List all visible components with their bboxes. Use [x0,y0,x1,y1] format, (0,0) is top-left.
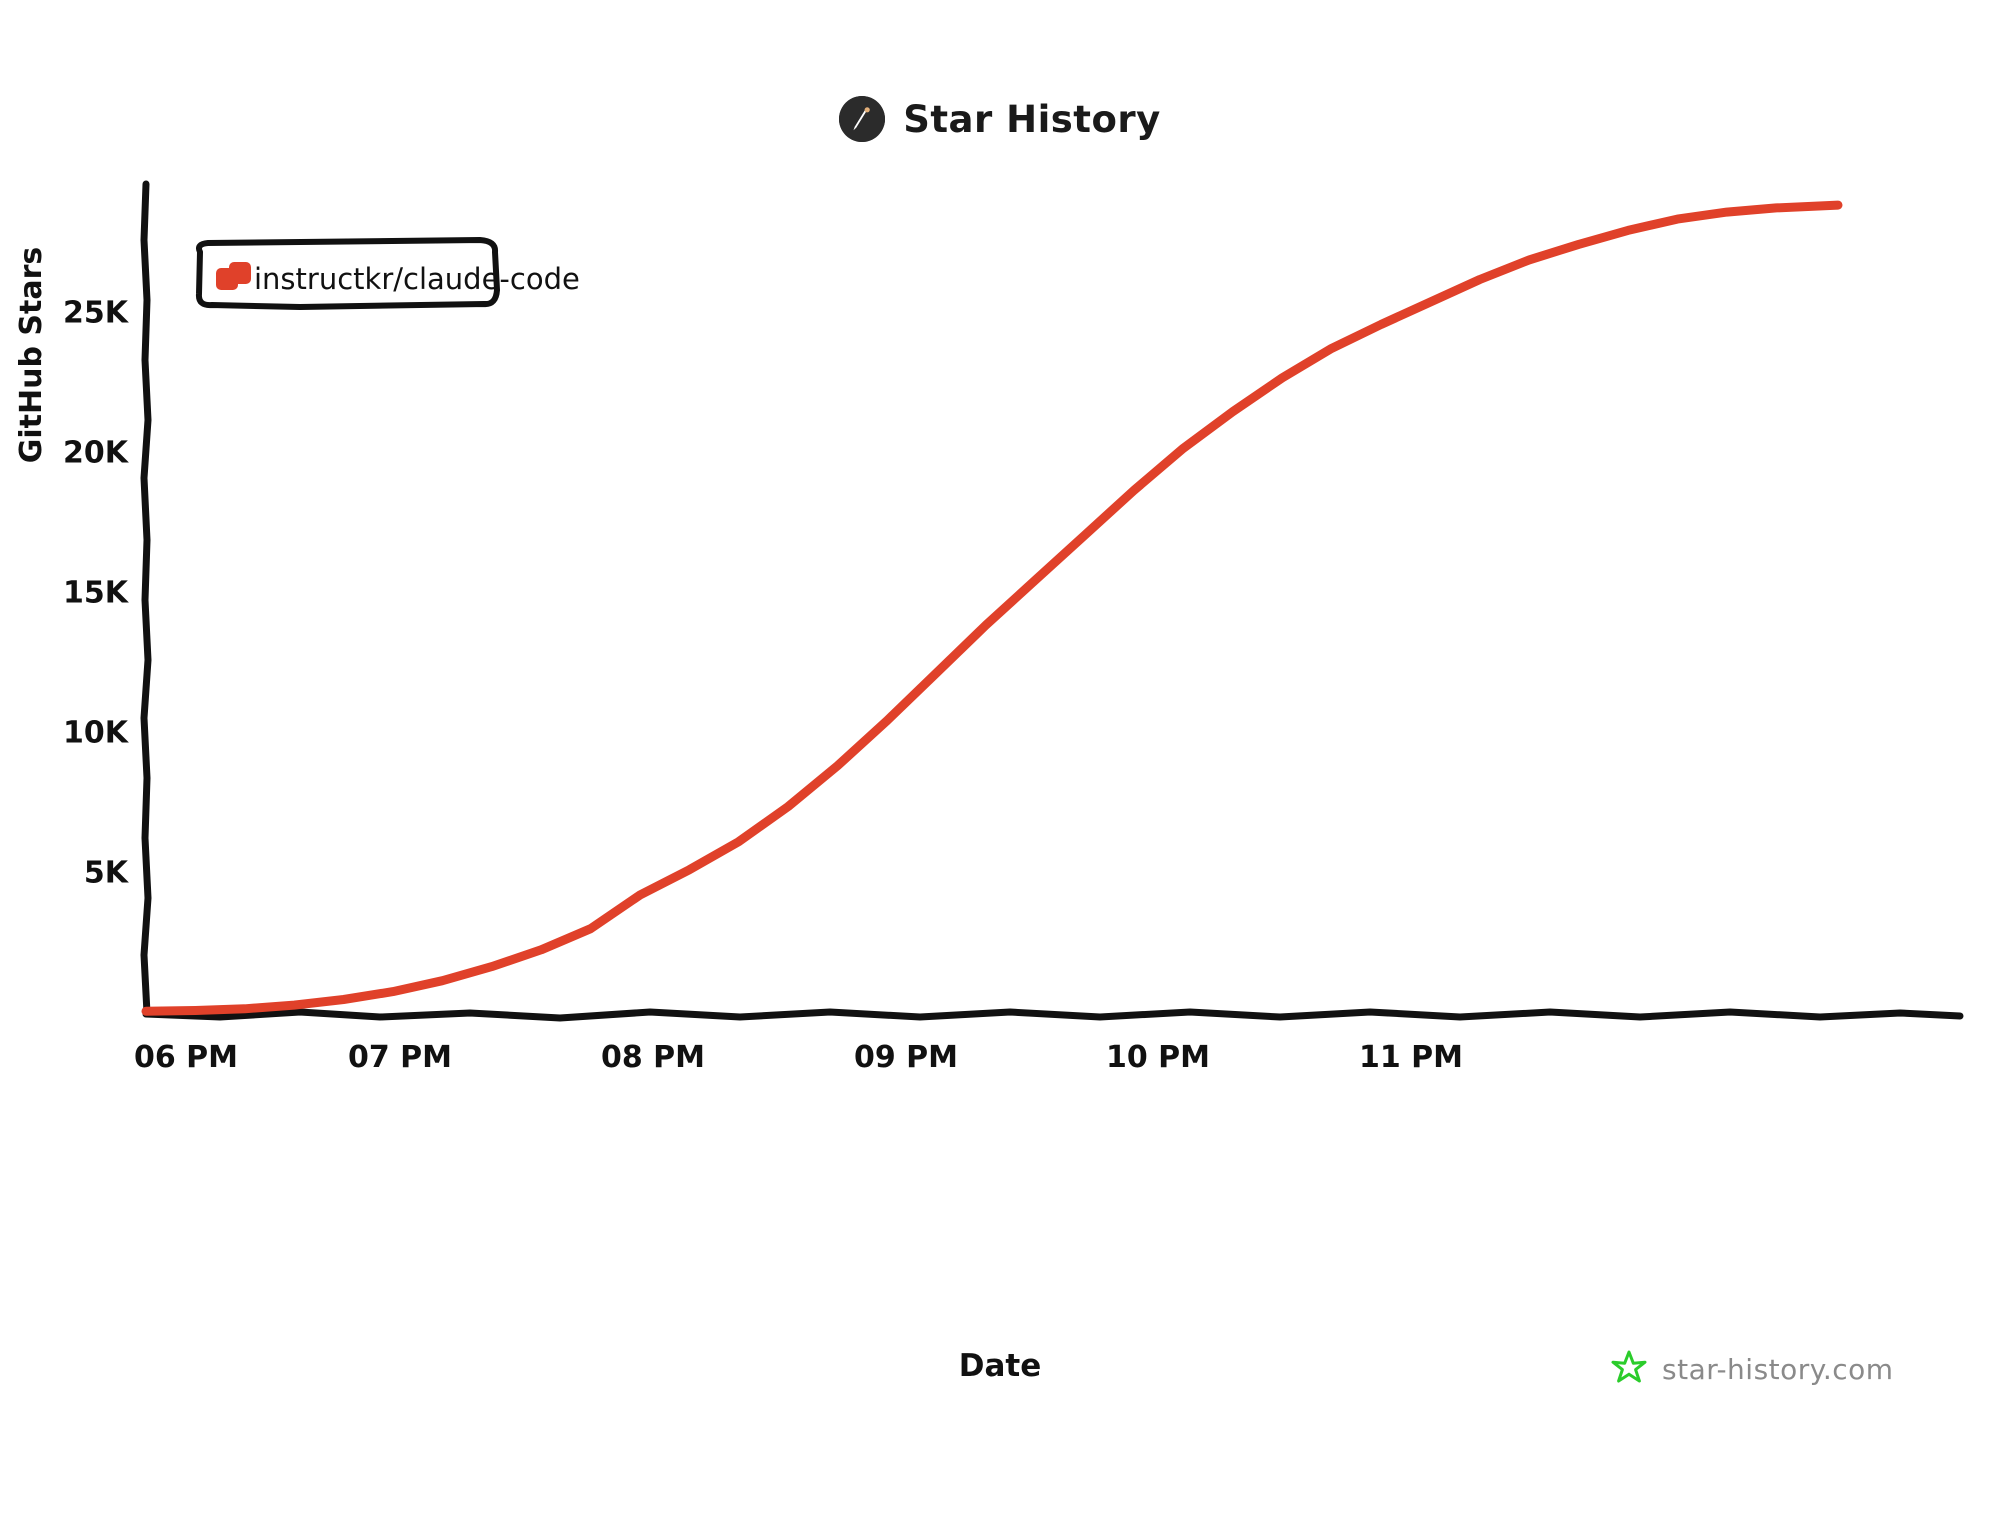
legend[interactable]: instructkr/claude-code [194,246,608,312]
x-axis-tick-07pm: 07 PM [347,1040,453,1075]
legend-item-label: instructkr/claude-code [254,262,580,296]
x-axis-tick-09pm: 09 PM [853,1040,959,1075]
page-title: Star History [903,97,1161,141]
watermark-label: star-history.com [1662,1352,1894,1386]
y-axis-tick-15k: 15K [63,575,128,611]
x-axis-line [142,1008,1964,1022]
y-axis-tick-25k: 25K [63,295,128,331]
x-axis-title: Date [958,1348,1042,1384]
green-star-icon [1610,1348,1648,1390]
star-history-pen-icon [839,96,886,142]
x-axis-tick-10pm: 10 PM [1105,1040,1211,1075]
x-axis-tick-06pm: 06 PM [133,1040,239,1075]
x-axis-tick-08pm: 08 PM [600,1040,706,1075]
y-axis-tick-5k: 5K [83,855,128,891]
legend-color-swatch [216,268,238,290]
legend-frame [195,237,500,310]
x-axis-tick-11pm: 11 PM [1358,1040,1464,1075]
chart-header: Star History [0,96,2000,142]
y-axis-title: GitHub Stars [14,246,49,464]
watermark[interactable]: star-history.com [1610,1348,1894,1390]
y-axis-tick-10k: 10K [63,715,128,751]
y-axis-tick-20k: 20K [63,435,128,471]
y-axis-line [140,180,152,1017]
series-line-instructkr-claude-code [141,200,1843,1016]
